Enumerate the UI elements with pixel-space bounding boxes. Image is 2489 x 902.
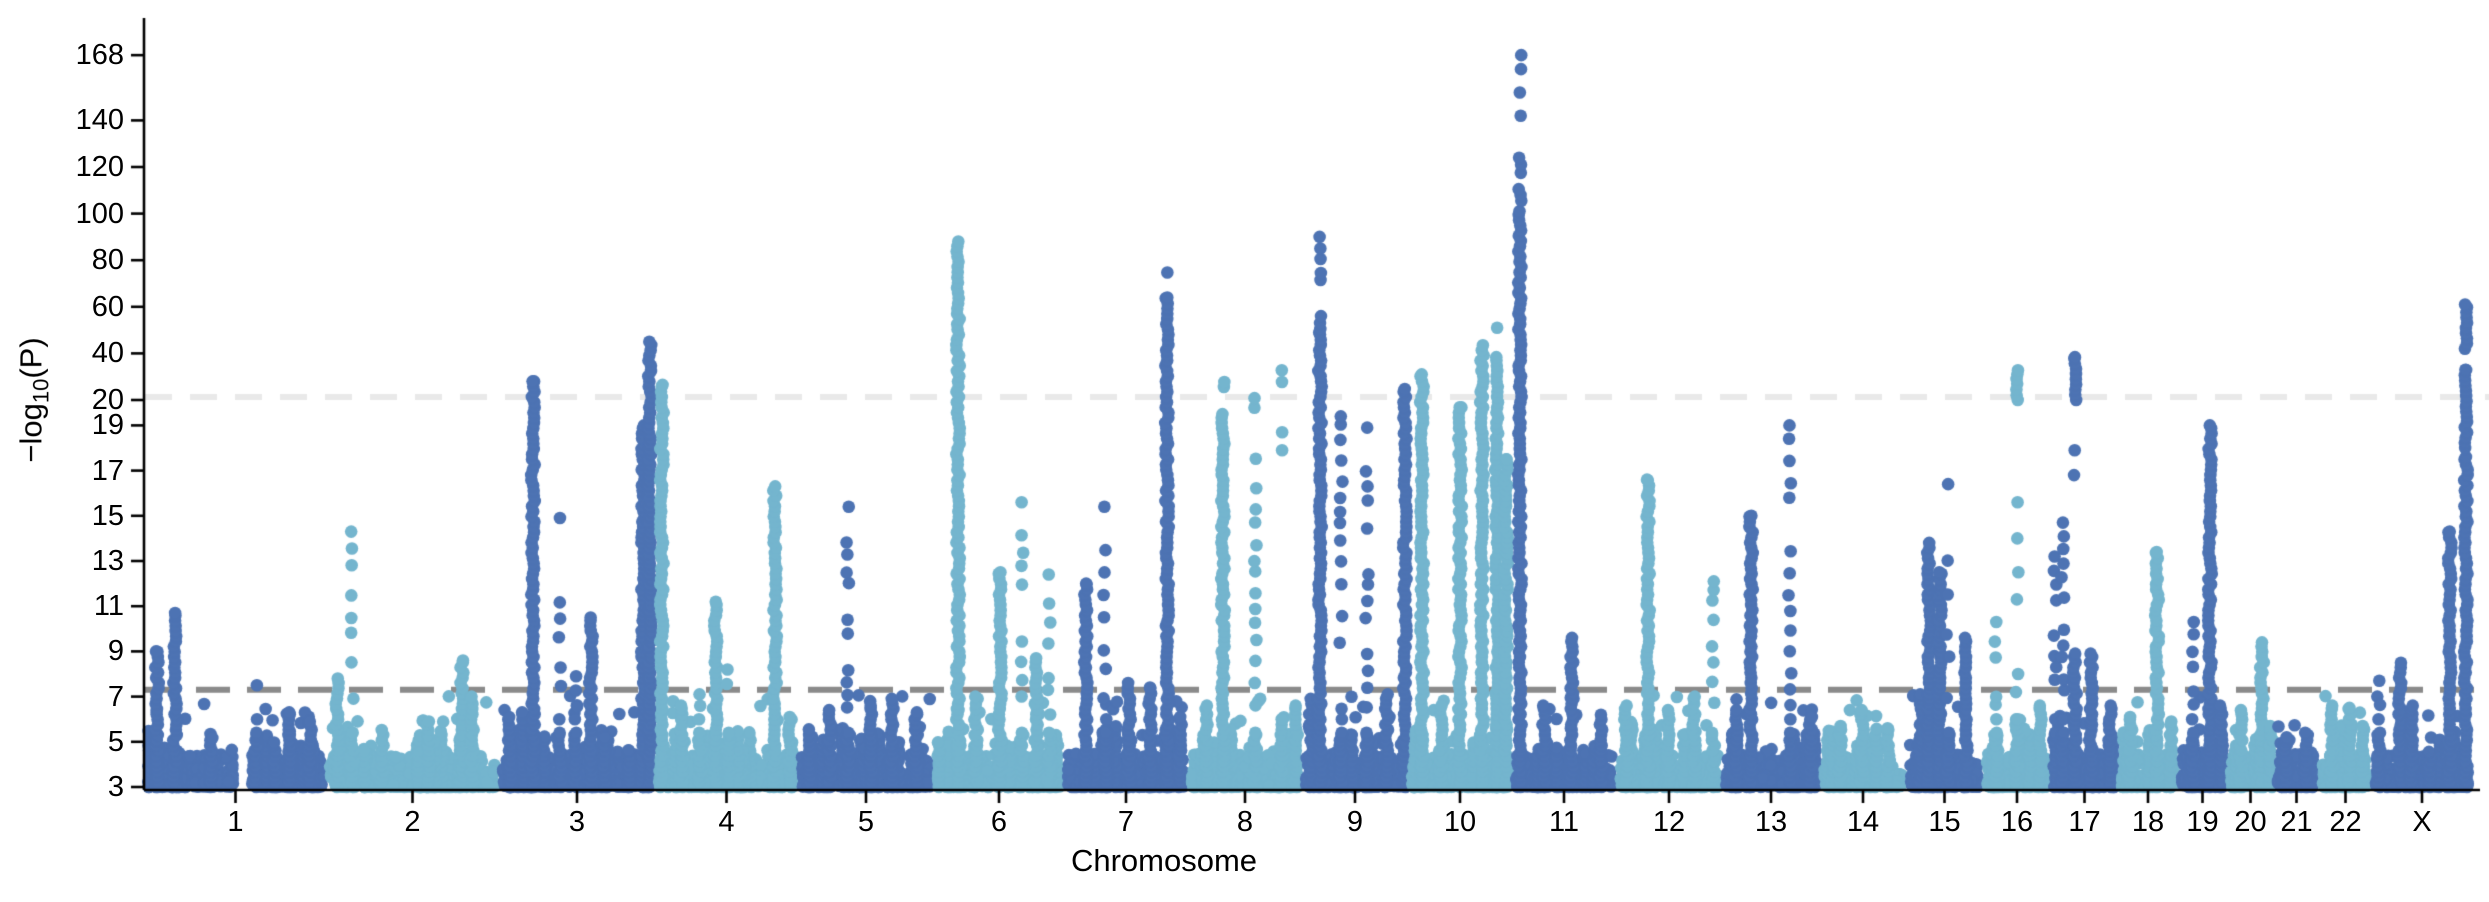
x-tick-label-chr10: 10 xyxy=(1443,806,1477,838)
y-tick-label-11: 11 xyxy=(93,590,124,623)
x-tick-label-chr6: 6 xyxy=(990,806,1008,838)
x-tick-label-chr16: 16 xyxy=(2000,806,2034,838)
y-tick-label-15: 15 xyxy=(91,499,124,532)
x-tick-label-chr13: 13 xyxy=(1754,806,1788,838)
y-tick-label-9: 9 xyxy=(107,635,124,668)
x-tick-label-chr5: 5 xyxy=(857,806,875,838)
x-tick-label-chr21: 21 xyxy=(2280,806,2313,838)
x-tick-label-chr19: 19 xyxy=(2186,806,2219,838)
x-tick-label-chr11: 11 xyxy=(1548,806,1580,838)
x-axis-title: Chromosome xyxy=(1070,843,1258,878)
x-tick-label-chr22: 22 xyxy=(2329,806,2362,838)
y-tick-label-17: 17 xyxy=(91,454,124,487)
x-tick-label-chr1: 1 xyxy=(227,806,244,838)
x-tick-label-chrX: X xyxy=(2412,806,2432,838)
y-tick-label-120: 120 xyxy=(75,151,124,183)
x-tick-label-chr20: 20 xyxy=(2234,806,2267,838)
x-tick-label-chr12: 12 xyxy=(1652,806,1686,838)
y-tick-label-100: 100 xyxy=(75,197,124,230)
x-tick-label-chr17: 17 xyxy=(2068,806,2101,838)
y-tick-label-7: 7 xyxy=(107,680,124,713)
x-tick-label-chr14: 14 xyxy=(1846,806,1880,838)
y-tick-label-3: 3 xyxy=(107,771,124,803)
x-tick-label-chr4: 4 xyxy=(718,806,735,838)
y-tick-label-80: 80 xyxy=(91,244,124,277)
x-tick-label-chr15: 15 xyxy=(1928,806,1961,838)
y-tick-label-60: 60 xyxy=(91,290,124,323)
y-tick-label-5: 5 xyxy=(107,725,124,758)
y-tick-label-19: 19 xyxy=(91,409,124,442)
x-tick-label-chr9: 9 xyxy=(1346,806,1364,838)
x-tick-label-chr7: 7 xyxy=(1117,806,1135,838)
y-tick-label-13: 13 xyxy=(91,545,124,577)
x-tick-label-chr3: 3 xyxy=(568,806,586,838)
x-tick-label-chr18: 18 xyxy=(2131,806,2165,838)
x-tick-label-chr2: 2 xyxy=(404,806,421,838)
y-tick-label-40: 40 xyxy=(91,337,124,370)
y-tick-label-140: 140 xyxy=(75,104,124,137)
x-tick-label-chr8: 8 xyxy=(1236,806,1254,838)
y-tick-label-168: 168 xyxy=(75,39,124,72)
y-tick-label-20: 20 xyxy=(91,384,124,416)
